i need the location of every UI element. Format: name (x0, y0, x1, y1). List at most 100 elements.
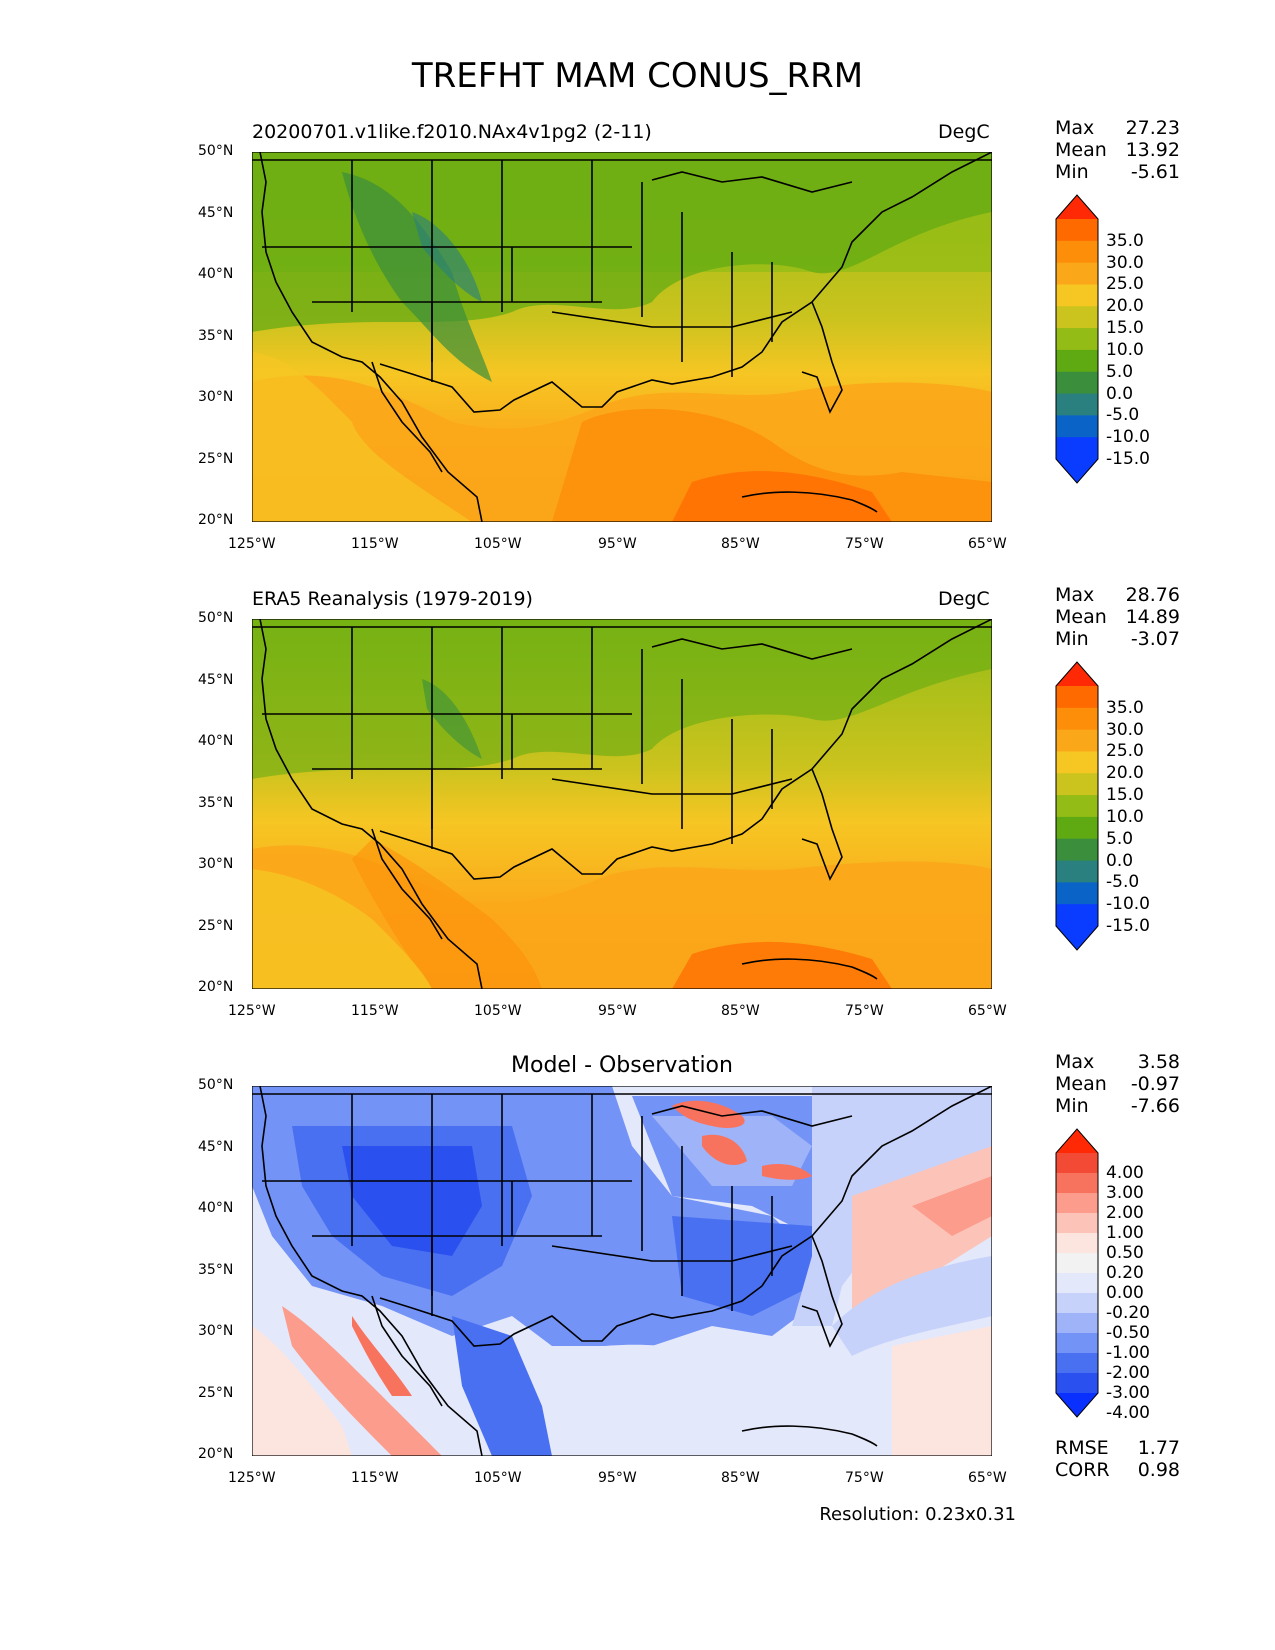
lat-label: 50°N (198, 610, 234, 626)
colorbar-segment (1056, 219, 1098, 242)
lat-label: 35°N (198, 328, 234, 344)
lat-label: 40°N (198, 733, 234, 749)
colorbar-segment (1056, 306, 1098, 329)
temperature-map-era5 (252, 619, 992, 989)
colorbar-segment (1056, 882, 1098, 905)
colorbar-segment (1056, 1153, 1098, 1174)
colorbar-segment (1056, 1193, 1098, 1214)
stat-label-mean: Mean (1055, 606, 1107, 628)
colorbar-segment (1056, 349, 1098, 373)
difference-map (252, 1086, 992, 1456)
lat-label: 25°N (198, 918, 234, 934)
colorbar-segment (1056, 284, 1098, 307)
colorbar-tick-label: 30.0 (1106, 719, 1144, 740)
colorbar-tick-label: -0.50 (1106, 1323, 1150, 1343)
colorbar-tick-label: -3.00 (1106, 1383, 1150, 1403)
colorbar-segment (1056, 904, 1098, 927)
colorbar-segment (1056, 1273, 1098, 1294)
colorbar-segment (1056, 751, 1098, 774)
colorbar-outline (1055, 194, 1099, 484)
colorbar-tick-label: 25.0 (1106, 741, 1144, 762)
stat-label-rmse: RMSE (1055, 1437, 1109, 1459)
lat-label: 20°N (198, 979, 234, 995)
lat-label: 30°N (198, 1323, 234, 1339)
colorbar-segment (1056, 415, 1098, 438)
units-label: DegC (938, 121, 990, 143)
colorbar-tick-label: 35.0 (1106, 697, 1144, 718)
lat-label: 35°N (198, 1262, 234, 1278)
lon-label: 85°W (721, 1470, 760, 1486)
colorbar-tick-label: -5.0 (1106, 872, 1140, 893)
lon-label: 75°W (845, 1003, 884, 1019)
colorbar-segment (1056, 1353, 1098, 1374)
colorbar-tick-label: 30.0 (1106, 252, 1144, 273)
colorbar-segment (1056, 1253, 1098, 1274)
lat-label: 45°N (198, 672, 234, 688)
colorbar-tick-label: 2.00 (1106, 1203, 1144, 1223)
lat-label: 35°N (198, 795, 234, 811)
colorbar-segment (1056, 262, 1098, 285)
colorbar-tick-label: 0.0 (1106, 383, 1134, 404)
colorbar-segment (1056, 795, 1098, 818)
colorbar-segment (1056, 686, 1098, 709)
lon-label: 115°W (351, 1003, 399, 1019)
colorbar (1055, 194, 1099, 484)
lon-label: 95°W (598, 1003, 637, 1019)
colorbar-tick-label: -2.00 (1106, 1363, 1150, 1383)
colorbar-segment (1056, 1233, 1098, 1254)
colorbar-tick-label: 15.0 (1106, 785, 1144, 806)
colorbar-extend-bottom (1056, 1393, 1098, 1417)
colorbar-tick-label: 20.0 (1106, 296, 1144, 317)
colorbar-extend-top (1056, 195, 1098, 219)
colorbar-tick-label: 15.0 (1106, 318, 1144, 339)
stat-label-mean: Mean (1055, 139, 1107, 161)
resolution-note: Resolution: 0.23x0.31 (819, 1504, 1016, 1525)
temperature-map-model (252, 152, 992, 522)
lon-label: 125°W (228, 1003, 276, 1019)
colorbar-segment (1056, 328, 1098, 351)
colorbar-tick-label: 0.00 (1106, 1283, 1144, 1303)
stat-value-mean: 14.89 (1125, 606, 1180, 628)
panel-title: ERA5 Reanalysis (1979-2019) (252, 588, 533, 610)
stat-label-max: Max (1055, 584, 1095, 606)
stat-value-max: 28.76 (1125, 584, 1180, 606)
colorbar-tick-label: -4.00 (1106, 1403, 1150, 1423)
colorbar-segment (1056, 1173, 1098, 1194)
colorbar-segment (1056, 1333, 1098, 1354)
colorbar-tick-label: -15.0 (1106, 449, 1150, 469)
stat-label-min: Min (1055, 1095, 1089, 1117)
colorbar-segment (1056, 1373, 1098, 1394)
lon-label: 105°W (474, 1470, 522, 1486)
lat-label: 20°N (198, 512, 234, 528)
lat-label: 45°N (198, 205, 234, 221)
colorbar-segment (1056, 816, 1098, 840)
stat-value-min: -3.07 (1130, 628, 1180, 650)
lon-label: 75°W (845, 1470, 884, 1486)
lon-label: 75°W (845, 536, 884, 552)
colorbar-segment (1056, 437, 1098, 460)
lat-label: 40°N (198, 1200, 234, 1216)
figure-title: TREFHT MAM CONUS_RRM (411, 56, 864, 96)
units-label: DegC (938, 588, 990, 610)
lon-label: 65°W (968, 536, 1007, 552)
lat-label: 45°N (198, 1139, 234, 1155)
colorbar-tick-label: 5.0 (1106, 361, 1134, 382)
stat-value-max: 3.58 (1137, 1051, 1180, 1073)
lat-label: 50°N (198, 1077, 234, 1093)
colorbar-tick-label: 0.0 (1106, 850, 1134, 871)
colorbar-segment (1056, 1213, 1098, 1234)
colorbar-tick-label: 4.00 (1106, 1163, 1144, 1183)
lat-label: 30°N (198, 856, 234, 872)
colorbar-tick-label: 3.00 (1106, 1183, 1144, 1203)
colorbar (1055, 1128, 1099, 1418)
stat-value-rmse: 1.77 (1137, 1437, 1180, 1459)
colorbar-tick-label: 10.0 (1106, 806, 1144, 827)
lon-label: 105°W (474, 536, 522, 552)
colorbar-tick-label: 25.0 (1106, 274, 1144, 295)
lat-label: 30°N (198, 389, 234, 405)
colorbar-tick-label: -5.0 (1106, 405, 1140, 426)
colorbar-extend-bottom (1056, 459, 1098, 483)
stat-value-mean: -0.97 (1130, 1073, 1180, 1095)
stat-value-min: -7.66 (1130, 1095, 1180, 1117)
colorbar-tick-label: -10.0 (1106, 427, 1150, 448)
